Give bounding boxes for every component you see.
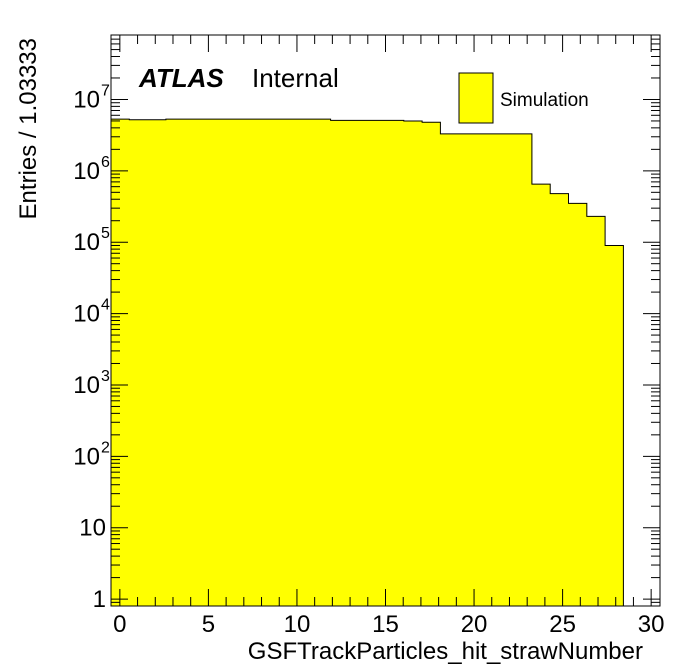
histogram-outline [110,118,660,607]
x-tick-label: 20 [461,611,488,638]
histogram-bin [293,119,313,607]
histogram-bin [422,122,441,606]
histogram-bin [531,184,551,607]
histogram-bin [275,119,295,607]
y-tick-label: 10 [73,301,100,328]
x-tick-label: 15 [372,611,399,638]
legend-swatch [458,72,494,124]
y-tick-label-exponent: 5 [101,225,110,242]
histogram-bin [165,119,185,607]
histogram-bin [477,133,496,607]
histogram-bin [568,203,588,607]
histogram-bin [239,119,258,607]
x-axis-ticks [119,35,652,606]
histogram-bin [367,120,386,606]
y-tick-label: 10 [73,158,100,185]
y-tick-label-exponent: 6 [101,154,110,171]
histogram-bin [257,119,277,607]
y-tick-label-exponent: 3 [101,368,110,385]
histogram-bin [403,120,423,606]
histogram-bin [458,133,478,607]
y-axis-ticks [111,34,660,607]
histogram-bin [513,133,533,607]
x-axis-label: GSFTrackParticles_hit_strawNumber [248,638,643,665]
internal-label: Internal [252,63,339,93]
histogram-bin [586,216,606,607]
histogram-bin [495,133,514,607]
y-tick-label: 10 [73,372,100,399]
y-tick-label: 10 [79,515,106,542]
y-tick-label: 10 [73,229,100,256]
x-tick-label: 10 [284,611,311,638]
y-tick-label: 1 [93,586,106,613]
histogram-bin [330,120,350,606]
atlas-label: ATLAS [138,63,224,93]
histogram-bin [312,119,331,607]
histogram-bin [348,120,368,606]
y-tick-label-exponent: 7 [101,82,110,99]
histogram-bin [184,119,203,607]
x-axis-tick-labels: 0 5 10 15 20 25 30 [113,611,664,638]
histogram-bin [385,120,405,606]
histogram-bin [440,133,460,607]
y-tick-label-exponent: 4 [101,297,110,314]
y-tick-label: 10 [73,86,100,113]
x-tick-label: 5 [202,611,215,638]
histogram-bars [111,119,624,607]
histogram-bin [202,119,222,607]
x-tick-label: 0 [113,611,126,638]
legend-label: Simulation [500,90,589,111]
x-tick-label: 25 [549,611,576,638]
y-tick-label: 10 [73,443,100,470]
y-axis-label: Entries / 1.03333 [15,38,42,219]
x-tick-label: 30 [638,611,665,638]
histogram-bin [605,245,624,606]
histogram-bin [220,119,240,607]
legend: Simulation [458,72,589,124]
histogram-bin [129,119,149,607]
histogram-bin [147,119,167,607]
histogram-bin [550,193,569,606]
y-tick-label-exponent: 2 [101,439,110,456]
